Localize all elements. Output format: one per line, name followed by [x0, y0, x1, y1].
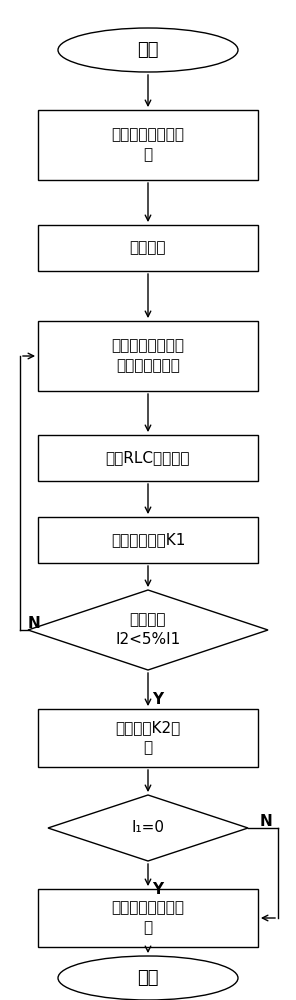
Text: 并网开关K2分
闸: 并网开关K2分 闸 — [115, 721, 181, 755]
Text: 下发RLC投切指令: 下发RLC投切指令 — [106, 450, 190, 466]
Text: 计算防孤岛保护时
间: 计算防孤岛保护时 间 — [112, 901, 184, 935]
Text: 闭合负载开关K1: 闭合负载开关K1 — [111, 532, 185, 548]
Ellipse shape — [58, 28, 238, 72]
Text: 数据处理: 数据处理 — [130, 240, 166, 255]
Text: 开始: 开始 — [137, 41, 159, 59]
Bar — [38, 321, 258, 391]
Polygon shape — [28, 590, 268, 670]
Bar — [38, 709, 258, 767]
Bar — [38, 110, 258, 180]
Text: I₁=0: I₁=0 — [131, 820, 165, 836]
Text: N: N — [260, 814, 272, 830]
Polygon shape — [48, 795, 248, 861]
Text: Y: Y — [152, 882, 164, 898]
Bar — [38, 889, 258, 947]
Ellipse shape — [58, 956, 238, 1000]
Text: N: N — [28, 616, 40, 632]
Bar — [38, 517, 258, 563]
Text: 光伏电站模拟量上
传: 光伏电站模拟量上 传 — [112, 128, 184, 162]
Text: 结束: 结束 — [137, 969, 159, 987]
Text: 网侧电流
I2<5%I1: 网侧电流 I2<5%I1 — [115, 613, 181, 647]
Bar — [38, 225, 258, 271]
Text: 计算检测装置三相
应投切的负载值: 计算检测装置三相 应投切的负载值 — [112, 339, 184, 373]
Bar — [38, 435, 258, 481]
Text: Y: Y — [152, 692, 164, 708]
